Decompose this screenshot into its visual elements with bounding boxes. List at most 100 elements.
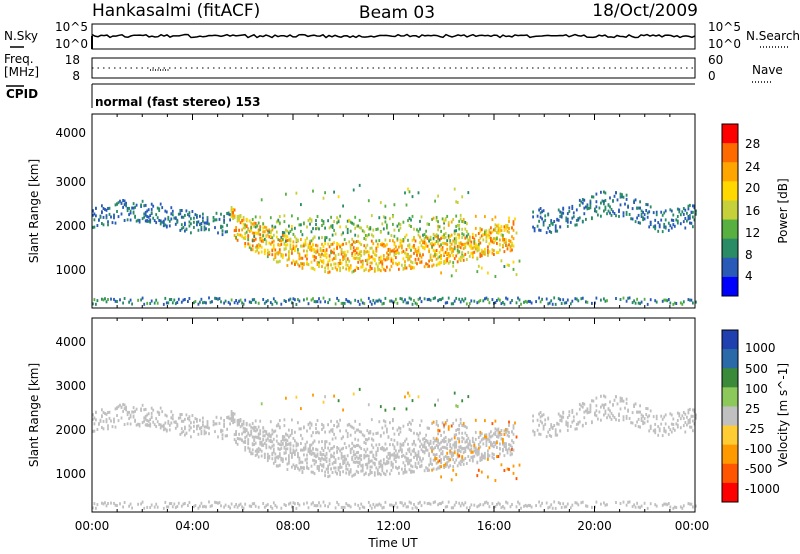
echo-cell [417,250,420,254]
echo-cell [316,248,319,252]
echo-cell [508,263,510,267]
echo-cell [500,228,503,232]
echo-cell [235,440,237,443]
echo-cell [426,298,429,302]
echo-cell [382,257,385,261]
echo-cell [294,226,296,230]
echo-cell [655,213,658,217]
echo-cell [661,230,664,234]
echo-cell [447,465,450,469]
echo-cell [289,247,292,250]
echo-cell [503,241,506,244]
echo-cell [532,215,534,219]
echo-cell [343,505,346,509]
echo-cell [541,414,543,418]
echo-cell [327,467,329,471]
echo-cell [640,215,643,218]
echo-cell [360,250,363,254]
echo-cell [477,443,480,446]
echo-cell [566,502,569,506]
echo-cell [609,409,611,413]
echo-cell [459,246,462,250]
echo-cell [494,419,497,423]
echo-cell [277,447,280,451]
echo-cell [129,218,132,222]
echo-cell [458,449,461,453]
echo-cell [143,204,146,208]
power-cbar-4: 4 [745,269,753,283]
echo-cell [613,194,616,198]
echo-cell [324,446,326,450]
echo-cell [382,448,385,452]
echo-cell [230,419,233,422]
echo-cell [663,429,666,433]
echo-cell [289,229,292,233]
echo-cell [262,502,265,505]
echo-cell [434,199,436,203]
echo-cell [390,249,393,253]
echo-cell [392,258,394,262]
echo-cell [259,225,262,229]
echo-cell [298,299,301,303]
echo-cell [440,452,442,456]
echo-cell [291,429,293,432]
echo-cell [447,438,450,442]
echo-cell [349,448,352,452]
echo-cell [372,298,375,302]
echo-cell [467,455,470,458]
echo-cell [511,439,513,443]
echo-cell [309,217,311,221]
echo-cell [357,246,360,250]
echo-cell [180,215,183,219]
echo-cell [600,405,602,409]
echo-cell [152,204,155,208]
echo-cell [404,502,406,506]
echo-cell [92,225,94,229]
echo-cell [473,241,476,245]
echo-cell [361,261,364,265]
echo-cell [692,301,694,305]
echo-cell [193,429,195,433]
echo-cell [126,413,129,417]
echo-cell [447,500,450,504]
echo-cell [110,419,112,423]
echo-cell [393,454,396,458]
echo-cell [505,238,507,242]
echo-cell [455,224,458,228]
echo-cell [337,422,340,426]
echo-cell [509,245,512,249]
echo-cell [563,301,566,305]
echo-cell [431,449,433,453]
echo-cell [275,301,278,305]
echo-cell [408,255,411,259]
echo-cell [494,237,497,241]
echo-cell [306,501,308,505]
echo-cell [512,471,515,475]
echo-cell [319,253,322,257]
echo-cell [477,446,480,450]
echo-cell [640,213,643,216]
echo-cell [259,419,262,423]
echo-cell [491,434,494,438]
echo-cell [432,254,435,258]
echo-cell [462,503,465,507]
echo-cell [506,451,509,455]
echo-cell [171,417,174,421]
echo-cell [339,473,341,477]
power-ytick-4000: 4000 [55,126,86,140]
echo-cell [446,418,449,422]
echo-cell [470,244,473,247]
echo-cell [462,258,465,262]
echo-cell [449,451,452,455]
echo-cell [194,504,197,507]
echo-cell [372,228,375,232]
echo-cell [382,244,385,248]
echo-cell [613,212,616,215]
echo-cell [384,238,387,242]
echo-cell [488,234,491,238]
echo-cell [458,501,461,505]
echo-cell [449,241,452,245]
echo-cell [408,190,411,194]
echo-cell [265,439,268,443]
echo-cell [360,265,363,269]
